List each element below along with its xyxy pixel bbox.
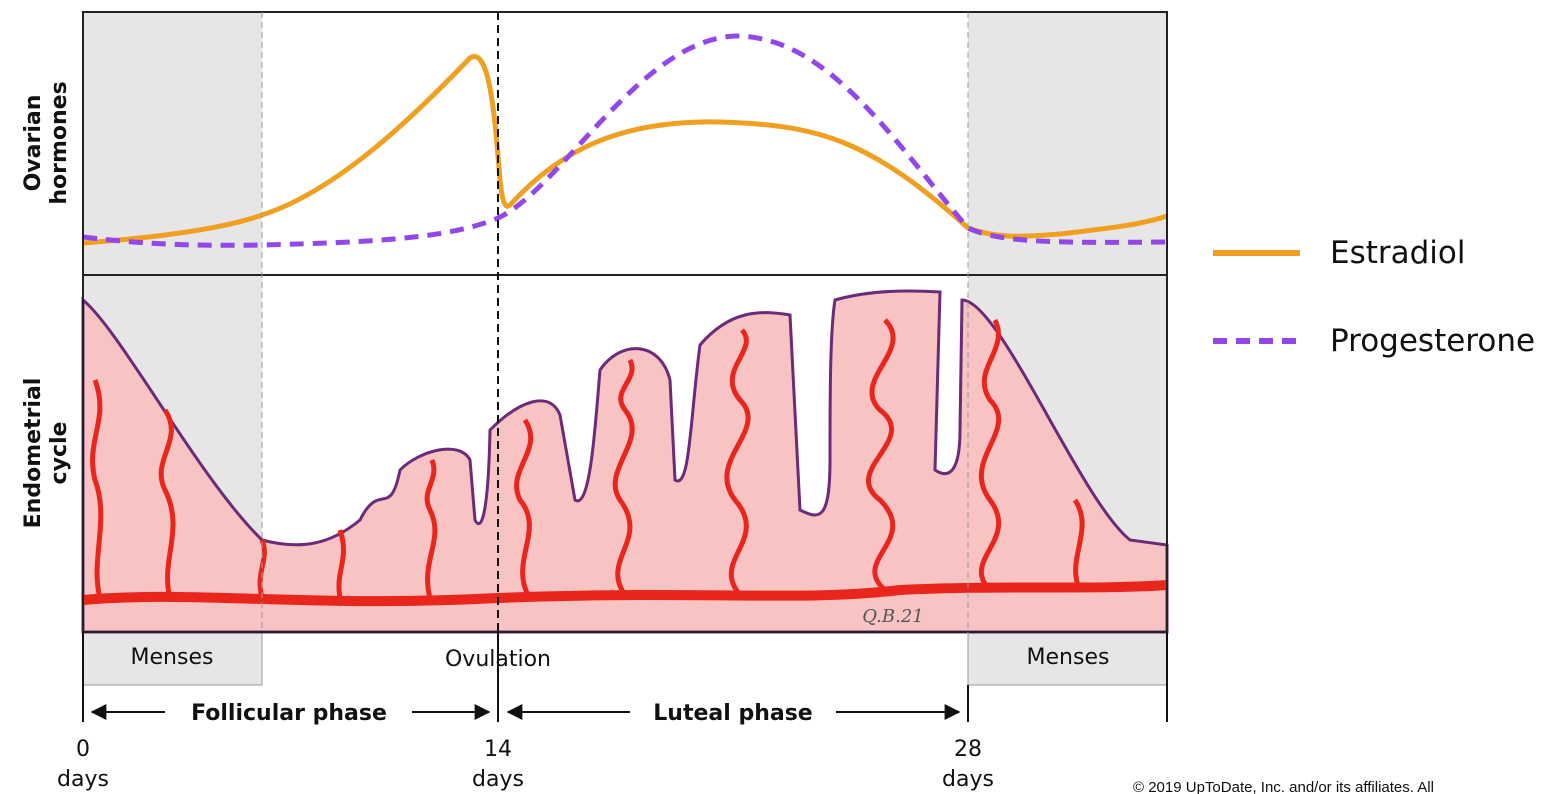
phase-label: Luteal phase: [653, 701, 812, 726]
frame: [82, 11, 1168, 633]
event-label: Menses: [131, 645, 214, 670]
day-unit: days: [57, 767, 109, 792]
event-label: Ovulation: [445, 647, 551, 672]
panel-label: Ovarian: [21, 95, 46, 192]
endometrium: [81, 289, 1169, 634]
basal-artery: [82, 580, 1168, 607]
progesterone-curve: [82, 33, 1168, 248]
day-unit: days: [942, 767, 994, 792]
phase-label: Follicular phase: [191, 701, 387, 726]
signature: Q.B.21: [862, 606, 923, 627]
menses-box: [82, 631, 263, 686]
panel-label: hormones: [47, 81, 72, 204]
spiral-arteries: [90, 318, 1085, 599]
legend-label: Progesterone: [1330, 323, 1535, 359]
copyright: © 2019 UpToDate, Inc. and/or its affilia…: [1133, 779, 1434, 794]
day-number: 14: [484, 737, 512, 762]
day-unit: days: [472, 767, 524, 792]
day-number: 28: [954, 737, 982, 762]
legend-label: Estradiol: [1330, 235, 1466, 271]
day-number: 0: [76, 737, 90, 762]
panel-label: cycle: [47, 422, 72, 485]
event-label: Menses: [1027, 645, 1110, 670]
panel-label: Endometrial: [21, 378, 46, 529]
